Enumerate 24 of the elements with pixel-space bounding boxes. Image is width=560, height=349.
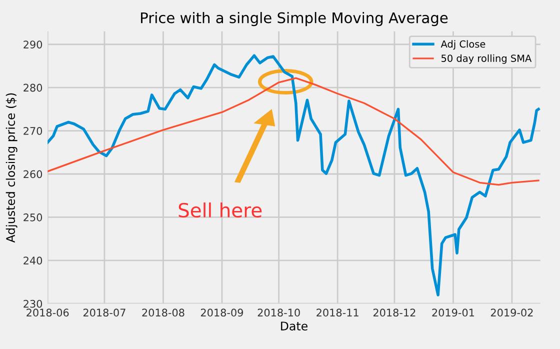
y-tick-label: 260 bbox=[24, 170, 42, 178]
y-axis-title: Adjusted closing price ($) bbox=[6, 93, 18, 243]
legend-label: 50 day rolling SMA bbox=[442, 54, 532, 64]
x-tick-label: 2018-06 bbox=[26, 308, 69, 317]
x-tick-label: 2018-09 bbox=[200, 308, 244, 317]
y-tick-label: 230 bbox=[24, 300, 42, 308]
chart-title: Price with a single Simple Moving Average bbox=[141, 12, 448, 26]
y-tick-label: 290 bbox=[24, 40, 42, 48]
line-series bbox=[48, 54, 540, 296]
x-tick-label: 2018-11 bbox=[316, 308, 358, 317]
y-tick-label: 240 bbox=[24, 256, 42, 265]
x-tick-label: 2018-10 bbox=[258, 308, 300, 317]
annotation: Sell here bbox=[178, 202, 262, 218]
y-tick-label: 250 bbox=[24, 213, 42, 222]
x-tick-label: 2018-07 bbox=[83, 308, 126, 317]
x-tick-label: 2019-02 bbox=[490, 308, 533, 317]
y-tick-label: 270 bbox=[24, 127, 42, 135]
legend-label: Adj Close bbox=[440, 40, 486, 50]
x-tick-label: 2018-08 bbox=[142, 308, 184, 317]
x-axis-title: Date bbox=[281, 322, 308, 330]
x-tick-label: 2019-01 bbox=[432, 308, 474, 317]
line-series bbox=[48, 77, 540, 186]
y-tick-label: 280 bbox=[24, 84, 42, 92]
x-tick-label: 2018-12 bbox=[373, 308, 416, 317]
